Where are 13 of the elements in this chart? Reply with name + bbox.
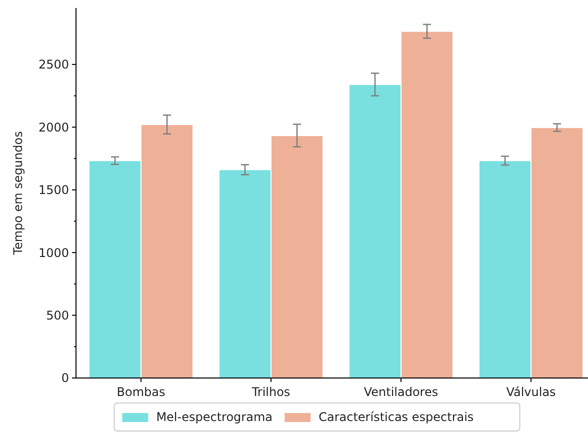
x-tick-label: Válvulas [506,385,556,399]
y-tick-label: 2000 [38,120,69,134]
legend-label: Características espectrais [318,410,474,424]
y-tick-label: 1500 [38,183,69,198]
y-axis-title: Tempo em segundos [11,131,25,256]
legend-label: Mel-espectrograma [156,410,272,424]
x-tick-label: Bombas [116,385,166,399]
y-tick-label: 500 [46,308,69,322]
x-tick-label: Ventiladores [364,385,438,399]
y-tick-label: 1000 [38,246,69,260]
y-tick-label: 0 [61,371,69,386]
x-tick-label: Trilhos [250,385,290,399]
y-tick-label: 2500 [38,58,69,72]
